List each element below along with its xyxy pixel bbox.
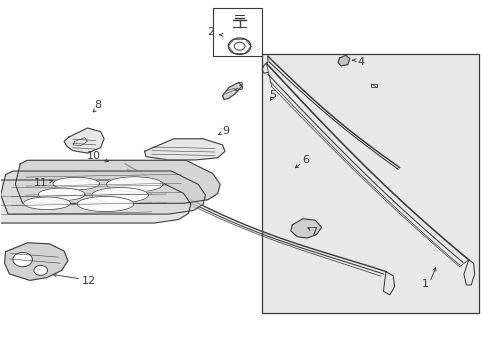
Polygon shape bbox=[337, 55, 349, 66]
Polygon shape bbox=[64, 128, 104, 153]
Polygon shape bbox=[34, 265, 47, 275]
Polygon shape bbox=[0, 180, 190, 223]
Text: 12: 12 bbox=[81, 276, 95, 286]
Polygon shape bbox=[106, 177, 163, 192]
Polygon shape bbox=[0, 171, 205, 214]
Text: 1: 1 bbox=[421, 279, 427, 289]
Polygon shape bbox=[4, 243, 68, 280]
Polygon shape bbox=[13, 252, 32, 267]
Text: 5: 5 bbox=[269, 90, 276, 100]
Polygon shape bbox=[53, 177, 100, 190]
Bar bbox=[261, 54, 478, 313]
Text: 8: 8 bbox=[95, 100, 102, 111]
Polygon shape bbox=[77, 197, 134, 212]
Text: 3: 3 bbox=[236, 82, 243, 93]
Text: 6: 6 bbox=[301, 155, 308, 165]
Polygon shape bbox=[290, 219, 321, 238]
Text: 4: 4 bbox=[356, 57, 364, 67]
Text: 9: 9 bbox=[222, 126, 229, 135]
Polygon shape bbox=[15, 160, 220, 203]
Polygon shape bbox=[23, 197, 70, 210]
Text: 7: 7 bbox=[309, 227, 317, 237]
Polygon shape bbox=[38, 188, 85, 201]
Polygon shape bbox=[222, 82, 242, 100]
Text: 11: 11 bbox=[34, 178, 48, 188]
Bar bbox=[212, 8, 261, 56]
Text: 2: 2 bbox=[206, 27, 213, 37]
Polygon shape bbox=[144, 139, 224, 160]
Polygon shape bbox=[92, 188, 148, 203]
Text: 10: 10 bbox=[87, 150, 101, 161]
